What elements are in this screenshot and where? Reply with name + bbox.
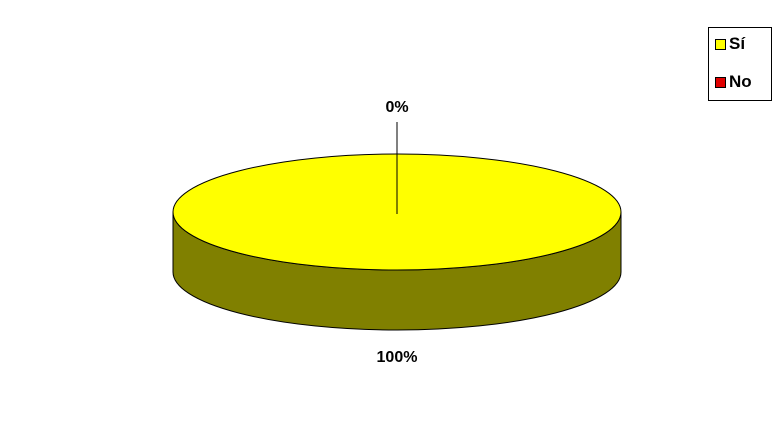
data-label-group: 100% 0% <box>377 99 418 366</box>
legend: Sí No <box>708 27 772 101</box>
legend-label-no: No <box>729 72 752 91</box>
legend-item-no: No <box>715 72 752 92</box>
legend-swatch-si <box>715 38 726 50</box>
legend-swatch-no <box>715 76 726 88</box>
data-label-no: 0% <box>385 99 408 116</box>
data-label-s: 100% <box>377 349 418 366</box>
legend-item-si: Sí <box>715 34 745 54</box>
legend-label-si: Sí <box>729 34 746 53</box>
